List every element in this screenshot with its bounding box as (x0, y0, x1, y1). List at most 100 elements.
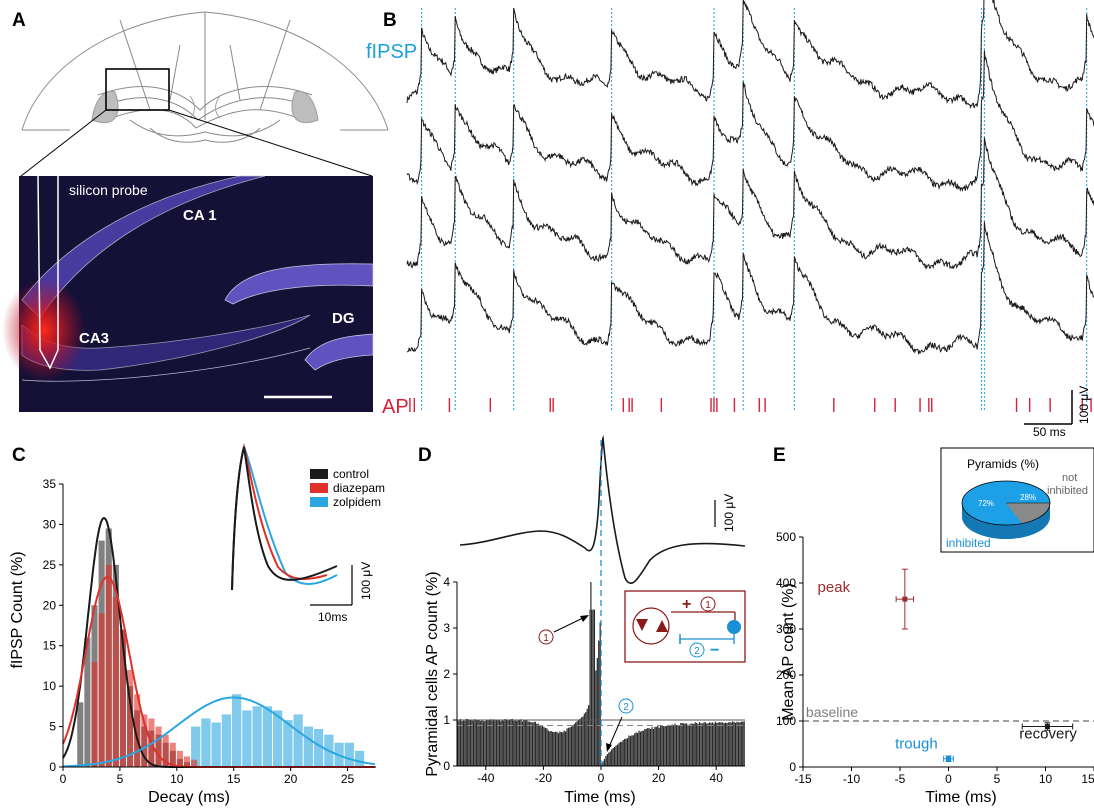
d-bar (524, 720, 526, 766)
d-bar (658, 727, 660, 766)
zolpidem-bar (344, 742, 354, 767)
d-bar (531, 722, 534, 766)
zolpidem-bar (232, 694, 242, 767)
d-bar (503, 720, 505, 766)
panel-a: A (2, 10, 389, 412)
d-bar (736, 721, 738, 766)
legend-swatch-diazepam (310, 483, 328, 493)
d-bar (710, 723, 712, 766)
d-arrow-1 (553, 616, 586, 633)
brain-atlas-drawing (21, 11, 389, 143)
c-legend: control diazepam zolpidem (310, 467, 385, 509)
e-y-tick-label: 300 (776, 622, 796, 636)
pie-slice-not-inhibited (1006, 503, 1050, 524)
panel-e-label: E (773, 445, 786, 466)
d-bar (717, 722, 719, 766)
e-x-tick-label: 5 (994, 772, 1001, 786)
d-bar (474, 719, 476, 766)
d-bar (648, 728, 650, 766)
d-bar (566, 728, 568, 766)
c-y-tick-label: 10 (43, 679, 57, 693)
d-bar (530, 722, 532, 766)
d-bar (632, 735, 634, 766)
d-bar (540, 726, 542, 766)
circuit-marker-2: 2 (694, 646, 700, 657)
d-bar (536, 723, 538, 766)
d-bar (660, 725, 662, 766)
c-inset-volt-label: 100 μV (359, 562, 373, 600)
d-volt-scale-label: 100 μV (722, 494, 736, 532)
pie-pct-inhibited: 72% (978, 499, 994, 508)
e-point-trough (943, 755, 954, 762)
zolpidem-bar (354, 750, 365, 767)
b-volt-scale-label: 100 μV (1077, 386, 1091, 424)
d-bar (742, 721, 744, 766)
d-bar (534, 721, 536, 766)
e-y-tick-label: 500 (776, 530, 796, 544)
e-x-axis-label: Time (ms) (925, 789, 996, 806)
d-bar (514, 720, 516, 766)
d-bar (586, 708, 588, 766)
d-bar (729, 722, 731, 766)
d-bar (575, 722, 577, 766)
d-bar (579, 718, 581, 766)
d-bar (471, 720, 473, 766)
d-bar (673, 725, 675, 766)
zolpidem-bar (293, 714, 303, 767)
d-x-tick-label: 20 (652, 771, 666, 785)
d-bar (478, 720, 480, 766)
d-bar (691, 723, 693, 766)
d-bar (559, 731, 561, 766)
diazepam-bar (112, 597, 119, 767)
d-bar (721, 722, 724, 766)
d-bar (681, 723, 683, 766)
d-bar (480, 720, 482, 766)
pie-inhibited-label: inhibited (946, 536, 991, 550)
legend-swatch-control (310, 469, 328, 479)
zolpidem-fit (62, 696, 376, 768)
d-bar (743, 721, 745, 766)
panel-c-label: C (12, 445, 26, 466)
d-bar (465, 718, 467, 766)
d-bar (546, 728, 548, 766)
d-y-tick-label: 4 (443, 575, 450, 589)
e-y-tick-label: 400 (776, 576, 796, 590)
ap-count-histogram: -40 -20 0 20 40 0 1 2 3 4 (443, 440, 745, 785)
d-bar (523, 719, 525, 766)
d-bar (461, 721, 463, 766)
lfp-trace (406, 0, 1094, 109)
d-bar (556, 731, 558, 766)
d-bar (613, 747, 616, 766)
e-peak-label: peak (818, 579, 851, 596)
d-bar (619, 741, 621, 766)
d-bar (464, 720, 466, 766)
d-x-axis-label: Time (ms) (564, 789, 635, 806)
d-bar (459, 719, 462, 766)
d-bar (727, 722, 729, 766)
e-recovery-label: recovery (1019, 725, 1077, 742)
c-y-tick-label: 25 (43, 558, 57, 572)
d-marker-2: 2 (623, 702, 629, 713)
panel-c: C 0 5 10 15 20 25 0 5 10 15 20 25 30 35 Decay (ms) fI… (9, 443, 385, 806)
d-bar (608, 752, 610, 766)
pie-title: Pyramids (%) (967, 457, 1039, 471)
d-bar (467, 719, 469, 766)
d-bar (726, 723, 728, 766)
d-bar (674, 723, 676, 766)
zoom-box (105, 68, 170, 111)
d-bar (539, 725, 541, 766)
ap-raster (409, 398, 1092, 412)
d-bar (612, 747, 614, 766)
control-bar (77, 702, 84, 767)
d-bar (544, 727, 547, 766)
d-bar (737, 722, 740, 766)
d-y-tick-label: 1 (443, 713, 450, 727)
d-bar (687, 724, 689, 766)
d-bar (675, 725, 678, 766)
d-circuit-inset: + 1 2 − (624, 590, 746, 663)
legend-control: control (333, 467, 369, 481)
circuit-plus: + (682, 596, 691, 613)
c-y-tick-label: 15 (43, 639, 57, 653)
d-bar (605, 755, 607, 766)
diazepam-bar (183, 756, 191, 767)
